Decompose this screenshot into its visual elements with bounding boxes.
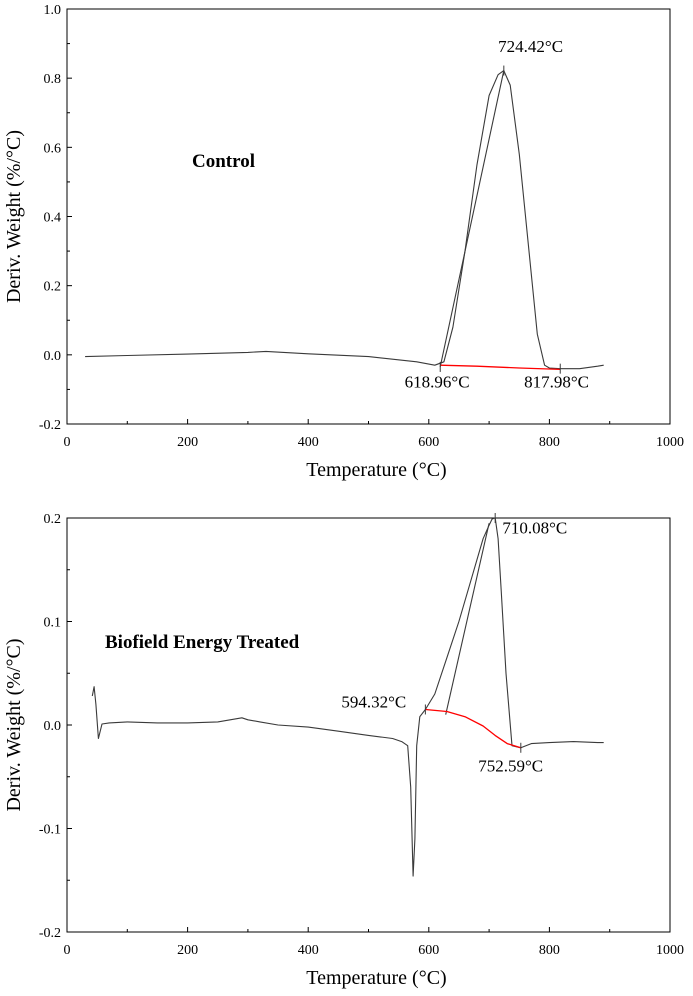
plot-frame — [66, 517, 671, 933]
temperature-annotation: 618.96°C — [405, 373, 470, 392]
plot-frame — [66, 8, 671, 425]
x-tick-label: 1000 — [656, 435, 684, 450]
x-tick-label: 800 — [539, 435, 560, 450]
y-axis-title: Deriv. Weight (%/°C) — [3, 638, 25, 811]
y-tick-label: -0.1 — [39, 823, 61, 838]
x-tick-label: 800 — [539, 943, 560, 958]
y-tick-label: 0.2 — [44, 512, 62, 527]
y-tick-label: 0.6 — [44, 141, 62, 156]
x-tick-label: 0 — [64, 943, 71, 958]
y-tick-label: 0.0 — [44, 349, 62, 364]
onset-tangent-line — [439, 70, 505, 368]
x-tick-label: 400 — [298, 943, 319, 958]
y-tick-label: 0.8 — [44, 72, 62, 87]
dtg-curve-line — [91, 517, 604, 877]
x-tick-label: 200 — [177, 435, 198, 450]
temperature-annotation: 710.08°C — [502, 519, 567, 538]
control-chart-panel: 0 200 400 600 800 1000 -0.2 0.0 0.2 0.4 0.6 0.8 1.0 T… — [3, 3, 684, 481]
y-tick-label: 0.0 — [44, 719, 62, 734]
y-tick-label: -0.2 — [39, 926, 61, 941]
panel-label: Control — [192, 151, 255, 172]
fitted-baseline-line — [425, 708, 521, 749]
temperature-annotation: 594.32°C — [341, 692, 406, 711]
x-tick-label: 600 — [418, 435, 439, 450]
y-axis-title: Deriv. Weight (%/°C) — [3, 130, 25, 303]
x-tick-label: 200 — [177, 943, 198, 958]
y-tick-label: 0.1 — [44, 616, 62, 631]
temperature-annotation: 752.59°C — [478, 757, 543, 776]
x-tick-label: 0 — [64, 435, 71, 450]
y-tick-label: -0.2 — [39, 418, 61, 433]
treated-chart-panel: 0 200 400 600 800 1000 -0.2 -0.1 0.0 0.1 0.2 Temper… — [3, 512, 684, 989]
x-axis-title: Temperature (°C) — [306, 967, 446, 989]
y-tick-label: 0.2 — [44, 280, 62, 295]
y-tick-label: 0.4 — [44, 211, 62, 226]
temperature-annotation: 724.42°C — [498, 37, 563, 56]
y-tick-label: 1.0 — [44, 3, 62, 18]
x-tick-label: 600 — [418, 943, 439, 958]
fitted-baseline-line — [440, 364, 561, 371]
panel-label: Biofield Energy Treated — [105, 632, 300, 653]
temperature-annotation: 817.98°C — [524, 373, 589, 392]
x-tick-label: 1000 — [656, 943, 684, 958]
x-axis-title: Temperature (°C) — [306, 459, 446, 481]
dtg-curve-line — [85, 70, 604, 370]
onset-tangent-line — [445, 523, 490, 715]
x-tick-label: 400 — [298, 435, 319, 450]
